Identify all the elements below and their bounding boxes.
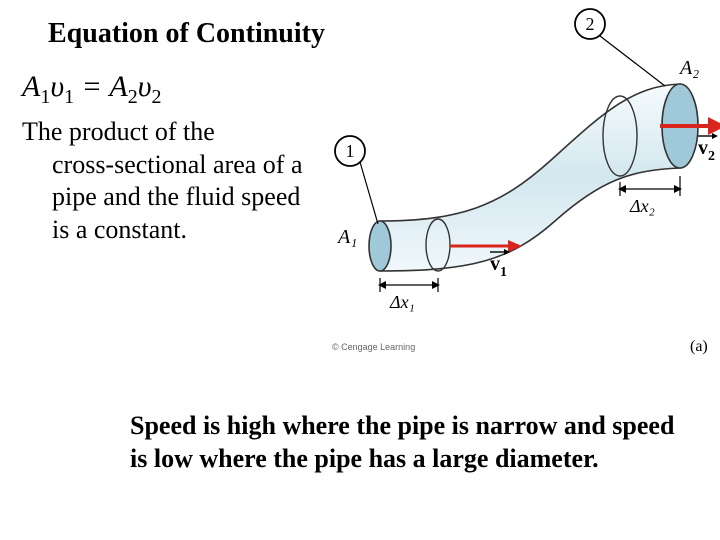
description-rest: cross-sectional area of a pipe and the f… <box>22 149 312 247</box>
eq-v1: υ <box>50 70 64 103</box>
page-title: Equation of Continuity <box>48 18 325 50</box>
description-line1: The product of the <box>22 117 215 146</box>
A2-label: A₂ <box>678 57 699 79</box>
eq-A1-sub: 1 <box>40 86 50 108</box>
eq-v1-sub: 1 <box>64 86 74 108</box>
pipe-diagram: 1 2 A₁ A₂ Δx₁ Δx₂ v1 v2 <box>320 6 720 366</box>
dx2-label: Δx₂ <box>629 196 655 216</box>
dx1-arrow-l <box>378 281 386 289</box>
dx1-label: Δx₁ <box>389 292 415 312</box>
v1-label: v1 <box>490 253 507 280</box>
eq-v2: υ <box>138 70 152 103</box>
point2-label: 2 <box>586 14 595 34</box>
eq-A2: A <box>109 70 127 103</box>
v2-vecbar-head <box>712 133 718 139</box>
point2-leader <box>600 36 665 86</box>
conclusion-text: Speed is high where the pipe is narrow a… <box>130 410 690 475</box>
v2-label: v2 <box>698 137 715 164</box>
eq-equals: = <box>74 70 109 103</box>
continuity-equation: A1υ1 = A2υ2 <box>22 70 161 109</box>
copyright-text: © Cengage Learning <box>332 342 415 352</box>
A1-label: A₁ <box>336 226 357 248</box>
dx2-arrow-r <box>674 185 682 193</box>
eq-A2-sub: 2 <box>128 86 138 108</box>
dx1-arrow-r <box>432 281 440 289</box>
point1-label: 1 <box>346 141 355 161</box>
pipe-left-end <box>369 221 391 271</box>
panel-label: (a) <box>690 338 708 356</box>
eq-A1: A <box>22 70 40 103</box>
eq-v2-sub: 2 <box>151 86 161 108</box>
pipe-body <box>380 84 680 271</box>
point1-leader <box>360 162 378 224</box>
v2-arrow-head <box>708 117 720 135</box>
description-text: The product of the cross-sectional area … <box>22 116 312 246</box>
dx2-arrow-l <box>618 185 626 193</box>
